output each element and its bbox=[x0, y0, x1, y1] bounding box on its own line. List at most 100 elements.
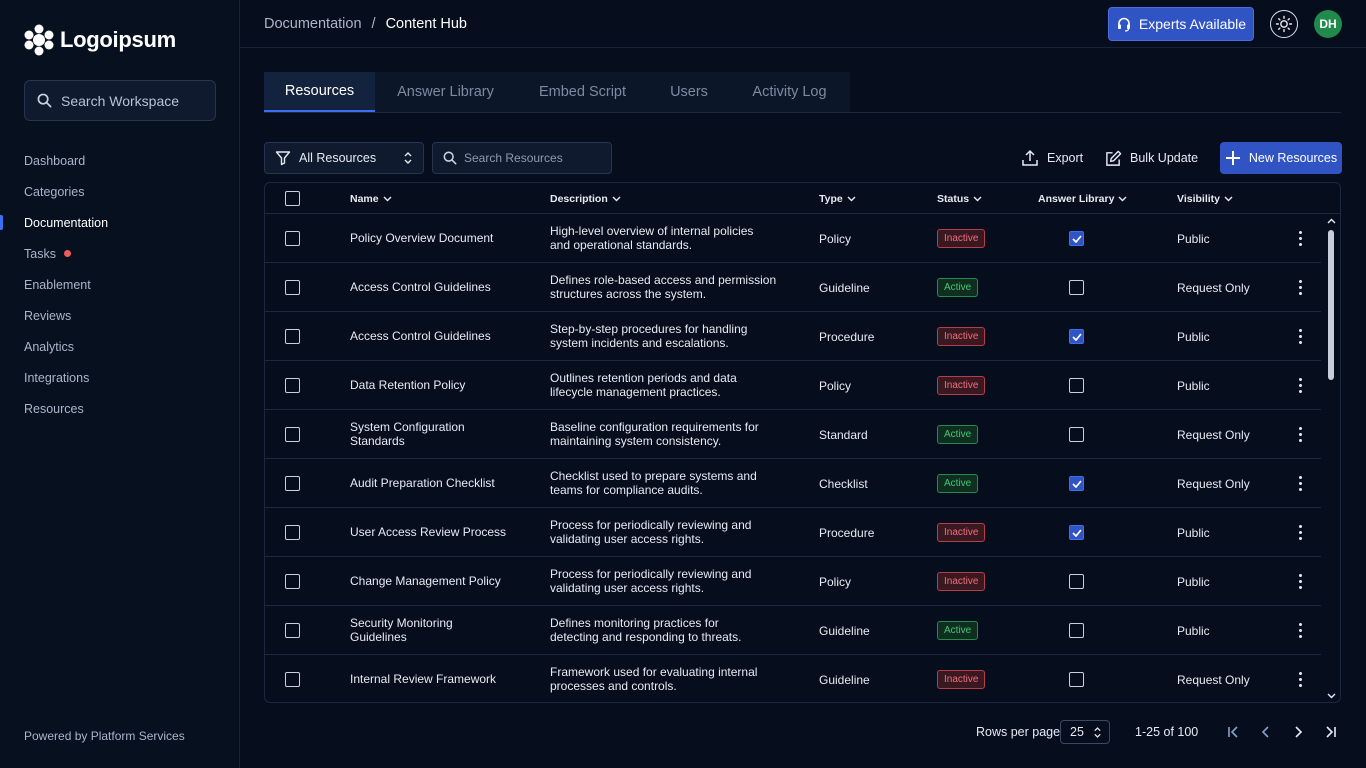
row-checkbox[interactable] bbox=[285, 672, 300, 687]
row-actions-button[interactable] bbox=[1297, 655, 1303, 702]
row-actions-button[interactable] bbox=[1297, 214, 1303, 263]
resource-visibility: Public bbox=[1177, 525, 1210, 540]
answer-library-checkbox[interactable] bbox=[1069, 672, 1084, 687]
resource-name[interactable]: Data Retention Policy bbox=[350, 361, 530, 410]
sidebar-item-dashboard[interactable]: Dashboard bbox=[0, 145, 240, 176]
tab-embed-script[interactable]: Embed Script bbox=[538, 84, 627, 100]
sidebar-item-documentation[interactable]: Documentation bbox=[0, 207, 240, 238]
chevron-up-icon[interactable] bbox=[1327, 218, 1336, 224]
sidebar-item-enablement[interactable]: Enablement bbox=[0, 269, 240, 300]
tab-answer-library[interactable]: Answer Library bbox=[397, 84, 494, 100]
sidebar-item-resources[interactable]: Resources bbox=[0, 393, 240, 424]
row-actions-button[interactable] bbox=[1297, 263, 1303, 312]
tab-users[interactable]: Users bbox=[670, 84, 708, 100]
resource-name[interactable]: Policy Overview Document bbox=[350, 214, 530, 263]
breadcrumb-documentation[interactable]: Documentation bbox=[264, 16, 362, 32]
resource-name[interactable]: Change Management Policy bbox=[350, 557, 530, 606]
row-checkbox[interactable] bbox=[285, 231, 300, 246]
table-row[interactable]: Access Control Guidelines Step-by-step pr… bbox=[265, 312, 1321, 361]
row-checkbox[interactable] bbox=[285, 280, 300, 295]
table-row[interactable]: Policy Overview Document High-level overv… bbox=[265, 214, 1321, 263]
next-page-button[interactable] bbox=[1290, 724, 1306, 740]
row-actions-button[interactable] bbox=[1297, 361, 1303, 410]
row-checkbox[interactable] bbox=[285, 329, 300, 344]
answer-library-checkbox[interactable] bbox=[1069, 329, 1084, 344]
row-checkbox[interactable] bbox=[285, 623, 300, 638]
resource-description-line: validating user access rights. bbox=[550, 532, 705, 546]
sidebar-item-tasks[interactable]: Tasks bbox=[0, 238, 240, 269]
experts-available-button[interactable]: Experts Available bbox=[1108, 7, 1254, 41]
column-header-description[interactable]: Description bbox=[550, 183, 621, 214]
export-button[interactable]: Export bbox=[1021, 142, 1083, 174]
more-vertical-icon bbox=[1297, 672, 1303, 687]
new-resources-button[interactable]: New Resources bbox=[1220, 142, 1342, 174]
sidebar-item-analytics[interactable]: Analytics bbox=[0, 331, 240, 362]
select-all-checkbox[interactable] bbox=[285, 191, 300, 206]
resource-name[interactable]: Access Control Guidelines bbox=[350, 263, 530, 312]
table-row[interactable]: Security Monitoring Guidelines Defines mon… bbox=[265, 606, 1321, 655]
workspace-search-input[interactable]: Search Workspace bbox=[24, 80, 216, 121]
previous-page-button[interactable] bbox=[1258, 724, 1274, 740]
scrollbar-thumb[interactable] bbox=[1328, 230, 1334, 380]
table-row[interactable]: User Access Review Process Process for pe… bbox=[265, 508, 1321, 557]
resource-visibility: Public bbox=[1177, 378, 1210, 393]
column-header-name[interactable]: Name bbox=[350, 183, 392, 214]
resource-search-input[interactable]: Search Resources bbox=[432, 142, 612, 174]
row-actions-button[interactable] bbox=[1297, 508, 1303, 557]
rows-per-page-select[interactable]: 25 bbox=[1060, 720, 1110, 744]
sidebar-item-categories[interactable]: Categories bbox=[0, 176, 240, 207]
resource-filter-select[interactable]: All Resources bbox=[264, 142, 424, 174]
resource-name[interactable]: User Access Review Process bbox=[350, 508, 530, 557]
resource-name[interactable]: Internal Review Framework bbox=[350, 655, 530, 702]
answer-library-checkbox[interactable] bbox=[1069, 476, 1084, 491]
resource-name-line: System Configuration bbox=[350, 420, 465, 434]
answer-library-checkbox[interactable] bbox=[1069, 378, 1084, 393]
first-page-button[interactable] bbox=[1226, 724, 1242, 740]
chevron-down-icon[interactable] bbox=[1327, 693, 1336, 699]
row-actions-button[interactable] bbox=[1297, 312, 1303, 361]
table-row[interactable]: Change Management Policy Process for peri… bbox=[265, 557, 1321, 606]
row-actions-button[interactable] bbox=[1297, 606, 1303, 655]
answer-library-checkbox[interactable] bbox=[1069, 525, 1084, 540]
row-checkbox[interactable] bbox=[285, 378, 300, 393]
row-checkbox[interactable] bbox=[285, 574, 300, 589]
row-actions-button[interactable] bbox=[1297, 459, 1303, 508]
resource-description-line: structures across the system. bbox=[550, 287, 707, 301]
tab-resources[interactable]: Resources bbox=[264, 72, 375, 112]
table-row[interactable]: Data Retention Policy Outlines retention … bbox=[265, 361, 1321, 410]
answer-library-checkbox[interactable] bbox=[1069, 574, 1084, 589]
row-actions-button[interactable] bbox=[1297, 557, 1303, 606]
row-checkbox[interactable] bbox=[285, 427, 300, 442]
bulk-update-button[interactable]: Bulk Update bbox=[1105, 142, 1198, 174]
resource-name[interactable]: System Configuration Standards bbox=[350, 410, 530, 459]
answer-library-checkbox[interactable] bbox=[1069, 280, 1084, 295]
answer-library-checkbox[interactable] bbox=[1069, 427, 1084, 442]
answer-library-checkbox[interactable] bbox=[1069, 623, 1084, 638]
table-scrollbar[interactable] bbox=[1322, 214, 1340, 702]
table-row[interactable]: System Configuration Standards Baseline co… bbox=[265, 410, 1321, 459]
answer-library-checkbox[interactable] bbox=[1069, 231, 1084, 246]
sidebar-item-integrations[interactable]: Integrations bbox=[0, 362, 240, 393]
row-checkbox[interactable] bbox=[285, 525, 300, 540]
last-page-button[interactable] bbox=[1322, 724, 1338, 740]
theme-toggle-button[interactable] bbox=[1270, 10, 1298, 38]
resource-description: Framework used for evaluating internal pr… bbox=[550, 655, 800, 702]
logo[interactable]: Logoipsum bbox=[24, 24, 176, 56]
row-actions-button[interactable] bbox=[1297, 410, 1303, 459]
table-row[interactable]: Audit Preparation Checklist Checklist use… bbox=[265, 459, 1321, 508]
table-row[interactable]: Internal Review Framework Framework used … bbox=[265, 655, 1321, 702]
table-row[interactable]: Access Control Guidelines Defines role-ba… bbox=[265, 263, 1321, 312]
resource-name[interactable]: Security Monitoring Guidelines bbox=[350, 606, 530, 655]
sidebar-item-reviews[interactable]: Reviews bbox=[0, 300, 240, 331]
column-header-type[interactable]: Type bbox=[819, 183, 856, 214]
column-header-status[interactable]: Status bbox=[937, 183, 982, 214]
resource-name[interactable]: Access Control Guidelines bbox=[350, 312, 530, 361]
row-checkbox[interactable] bbox=[285, 476, 300, 491]
check-icon bbox=[1071, 479, 1082, 488]
column-header-visibility[interactable]: Visibility bbox=[1177, 183, 1233, 214]
resource-type: Checklist bbox=[819, 476, 868, 491]
tab-activity-log[interactable]: Activity Log bbox=[752, 84, 827, 100]
resource-name[interactable]: Audit Preparation Checklist bbox=[350, 459, 530, 508]
user-avatar[interactable]: DH bbox=[1314, 10, 1342, 38]
column-header-answer-library[interactable]: Answer Library bbox=[1038, 183, 1127, 214]
